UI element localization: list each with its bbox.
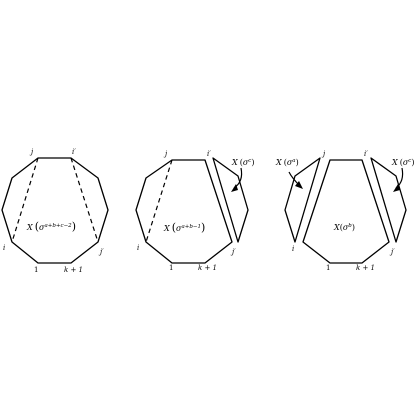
region-label-open-paren: ( — [172, 221, 176, 234]
left-piece-label-base: X — [275, 158, 282, 167]
right-piece-pointer-arrowhead — [393, 184, 400, 192]
region-label-exponent: b — [348, 223, 352, 229]
vertex-label-1: 1 — [34, 266, 38, 274]
region-label-sigma: σ — [343, 223, 349, 232]
left-piece-label: X (σa) — [275, 158, 299, 167]
region-label: X (σa+b−1) — [163, 221, 205, 234]
region-label: X(σb) — [333, 223, 355, 232]
vertex-label-k-plus-1: k + 1 — [64, 266, 83, 274]
right-piece-label-base: X — [391, 158, 398, 167]
region-label-sigma: σ — [39, 223, 45, 232]
left-piece-label-close-paren: ) — [296, 158, 299, 167]
region-label-sigma: σ — [176, 224, 182, 233]
vertex-label-1: 1 — [169, 264, 173, 272]
piece-label-close-paren: ) — [251, 158, 254, 167]
right-piece-label-exponent: c — [408, 158, 411, 164]
vertex-label-i-prime: i′ — [364, 150, 368, 158]
cut-piece-outline — [212, 157, 249, 243]
vertex-label-j-prime: j′ — [389, 248, 395, 256]
region-label-exponent: a+b+c−2 — [44, 223, 72, 229]
left-piece-label-open-paren: ( — [284, 158, 287, 167]
region-label: X (σa+b+c−2) — [26, 220, 76, 233]
piece-label: X (σc) — [231, 158, 255, 167]
region-label-open-paren: ( — [35, 220, 39, 233]
diagonal-i-j — [145, 159, 173, 243]
piece-label-base: X — [231, 158, 238, 167]
diagonal-iprime-jprime — [70, 157, 99, 243]
region-label-close-paren: ) — [72, 220, 76, 233]
vertex-label-j-prime: j′ — [98, 248, 104, 256]
vertex-label-i: i — [292, 245, 294, 253]
vertex-label-j-prime: j′ — [230, 248, 236, 256]
region-label-open-paren: ( — [340, 223, 343, 232]
vertex-label-k-plus-1: k + 1 — [356, 264, 375, 272]
region-label-base: X — [333, 223, 340, 232]
right-piece-label-sigma: σ — [403, 158, 409, 167]
right-piece-outline — [370, 157, 407, 243]
vertex-label-i: i — [137, 244, 139, 252]
region-label-base: X — [163, 224, 170, 233]
vertex-label-i: i — [3, 244, 5, 252]
piece-label-sigma: σ — [243, 158, 249, 167]
region-label-exponent: a+b−1 — [181, 224, 201, 230]
panel-1: j i′ i j′ 1 k + 1 X (σa+b+c−2) — [1, 148, 109, 274]
vertex-label-j: j — [163, 150, 168, 158]
main-region-outline — [302, 159, 390, 264]
vertex-label-i-prime: i′ — [72, 148, 76, 156]
right-piece-label-close-paren: ) — [411, 158, 414, 167]
decagon-outline — [1, 157, 109, 264]
vertex-label-i-prime: i′ — [207, 150, 211, 158]
right-piece-label: X (σc) — [391, 158, 415, 167]
panel-2: j i′ i j′ 1 k + 1 X (σa+b−1) X (σc) — [135, 150, 255, 272]
piece-label-exponent: c — [248, 158, 251, 164]
vertex-label-j: j — [321, 150, 326, 158]
vertex-label-1: 1 — [326, 264, 330, 272]
left-piece-label-exponent: a — [292, 158, 295, 164]
region-label-close-paren: ) — [352, 223, 355, 232]
vertex-label-k-plus-1: k + 1 — [198, 264, 217, 272]
piece-label-open-paren: ( — [240, 158, 243, 167]
main-region-outline — [135, 159, 233, 264]
right-piece-label-open-paren: ( — [400, 158, 403, 167]
panel-3: j i′ i j′ 1 k + 1 X(σb) X (σa) X (σc) — [275, 150, 415, 272]
region-label-close-paren: ) — [201, 221, 205, 234]
piece-pointer-arrowhead — [231, 184, 238, 192]
diagonal-i-j — [11, 157, 39, 243]
vertex-label-j: j — [29, 148, 34, 156]
left-piece-label-sigma: σ — [287, 158, 293, 167]
region-label-base: X — [26, 223, 33, 232]
left-piece-pointer-arrowhead — [295, 181, 303, 189]
left-piece-outline — [284, 157, 321, 243]
